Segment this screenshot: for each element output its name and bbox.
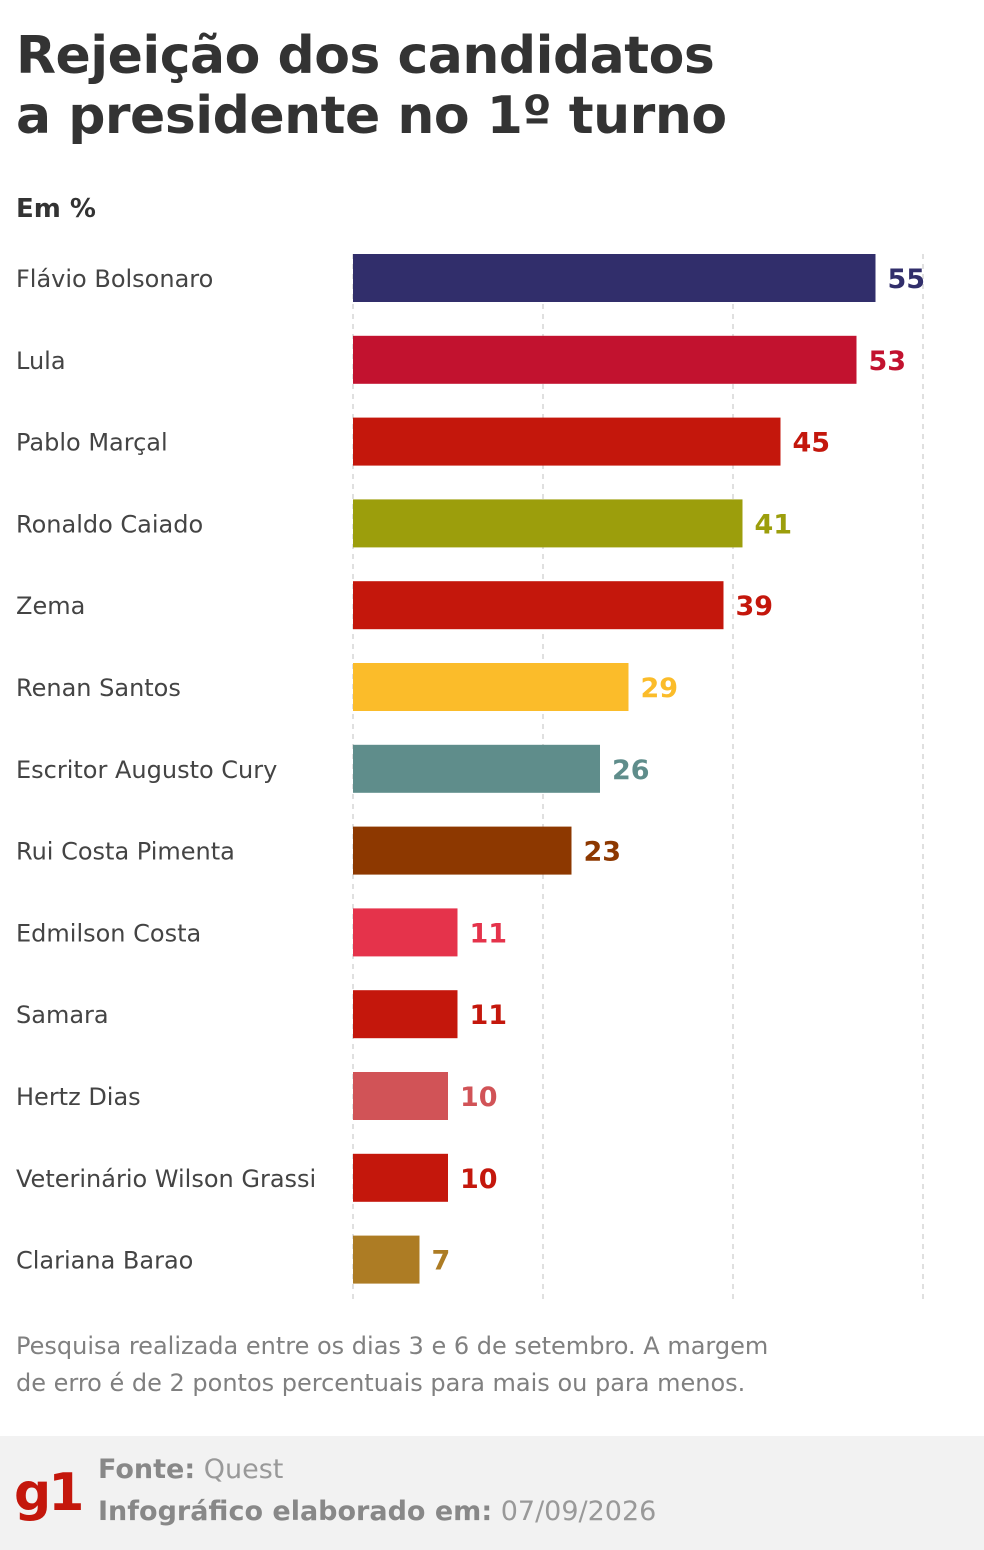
category-label: Edmilson Costa [16, 919, 201, 947]
category-label: Rui Costa Pimenta [16, 838, 235, 866]
g1-logo[interactable]: g1 [14, 1463, 84, 1523]
source-line: Fonte: Quest [98, 1454, 283, 1485]
value-label: 10 [460, 1082, 498, 1113]
value-label: 11 [470, 918, 508, 949]
bar [353, 335, 857, 384]
value-label: 7 [432, 1246, 451, 1277]
chart-title: Rejeição dos candidatos a presidente no … [16, 26, 956, 146]
category-label: Renan Santos [16, 674, 181, 702]
value-label: 10 [460, 1164, 498, 1195]
bar [353, 663, 629, 711]
category-label: Flávio Bolsonaro [16, 265, 213, 293]
value-label: 41 [755, 509, 793, 540]
bar [353, 1235, 420, 1284]
value-label: 29 [641, 673, 679, 704]
footer: g1 Fonte: Quest Infográfico elaborado em… [0, 1436, 984, 1550]
value-label: 39 [736, 591, 774, 622]
value-label: 45 [793, 428, 831, 459]
date-line: Infográfico elaborado em: 07/09/2026 [98, 1496, 656, 1527]
category-label: Hertz Dias [16, 1083, 141, 1111]
unit-label: Em % [16, 194, 96, 224]
chart-title-line-2: a presidente no 1º turno [16, 86, 727, 146]
methodology-note: Pesquisa realizada entre os dias 3 e 6 d… [16, 1328, 836, 1402]
bar [353, 990, 458, 1039]
bar [353, 499, 743, 548]
value-label: 26 [612, 755, 650, 786]
date-label: Infográfico elaborado em: [98, 1496, 493, 1527]
bar [353, 1153, 448, 1202]
bar [353, 744, 600, 793]
category-label: Zema [16, 592, 85, 620]
bar [353, 417, 781, 466]
source-value: Quest [203, 1454, 284, 1485]
value-label: 55 [888, 264, 926, 295]
value-label: 11 [470, 1000, 508, 1031]
category-label: Ronaldo Caiado [16, 510, 203, 538]
bar [353, 908, 458, 957]
value-label: 53 [869, 346, 907, 377]
methodology-note-line-2: de erro é de 2 pontos percentuais para m… [16, 1369, 746, 1397]
bar [353, 826, 572, 875]
category-label: Pablo Marçal [16, 429, 168, 457]
category-label: Lula [16, 347, 66, 375]
bar [353, 254, 876, 302]
source-label: Fonte: [98, 1454, 196, 1485]
bar-chart: Flávio Bolsonaro 55 Lula 53 Pablo Marçal 45 Ro… [16, 254, 926, 1300]
value-label: 23 [584, 837, 622, 868]
category-label: Samara [16, 1001, 109, 1029]
bar [353, 581, 724, 630]
methodology-note-line-1: Pesquisa realizada entre os dias 3 e 6 d… [16, 1332, 769, 1360]
category-label: Clariana Barao [16, 1247, 193, 1275]
date-value: 07/09/2026 [500, 1496, 657, 1527]
chart-title-line-1: Rejeição dos candidatos [16, 26, 715, 86]
category-label: Veterinário Wilson Grassi [16, 1165, 316, 1193]
category-label: Escritor Augusto Cury [16, 756, 277, 784]
bar [353, 1072, 448, 1120]
